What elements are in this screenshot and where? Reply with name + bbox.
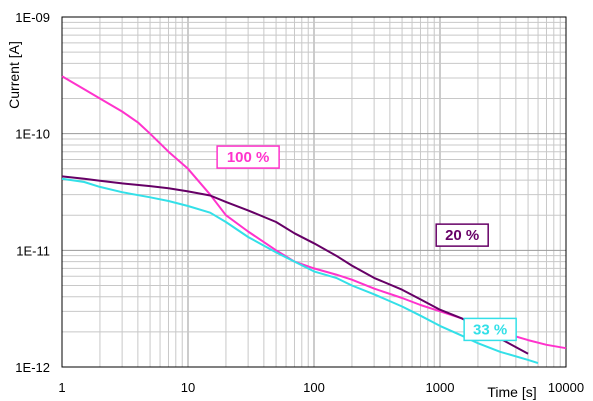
y-tick-label: 1E-09: [15, 10, 50, 25]
series-label-text: 20 %: [445, 227, 479, 244]
gridlines: [61, 17, 566, 368]
y-tick-label: 1E-12: [15, 360, 50, 375]
x-tick-label: 1: [58, 380, 65, 395]
series-label-box: [216, 145, 280, 169]
x-axis-title: Time [s]: [487, 384, 536, 400]
series-label-100pct: 100 %: [216, 145, 280, 169]
x-tick-label: 10: [181, 380, 195, 395]
series-label-box: [435, 223, 489, 247]
plot-area-border: [61, 16, 567, 368]
y-tick-label: 1E-10: [15, 127, 50, 142]
series-line-20pct: [61, 175, 529, 355]
x-tick-label: 100: [303, 380, 325, 395]
y-axis-title: Current [A]: [6, 41, 22, 109]
series-label-box: [463, 317, 517, 342]
series-label-text: 100 %: [227, 149, 270, 166]
series-label-text: 33 %: [473, 321, 507, 338]
x-tick-label: 1000: [426, 380, 455, 395]
series-labels: 100 % 20 % 33 %: [216, 145, 517, 342]
x-axis-ticks: 1 10 100 1000 10000: [58, 380, 584, 395]
y-tick-label: 1E-11: [16, 243, 50, 258]
y-axis-ticks: 1E-09 1E-10 1E-11 1E-12: [15, 10, 50, 375]
series-label-33pct: 33 %: [463, 317, 517, 342]
x-tick-label: 10000: [548, 380, 584, 395]
series-label-20pct: 20 %: [435, 223, 489, 247]
